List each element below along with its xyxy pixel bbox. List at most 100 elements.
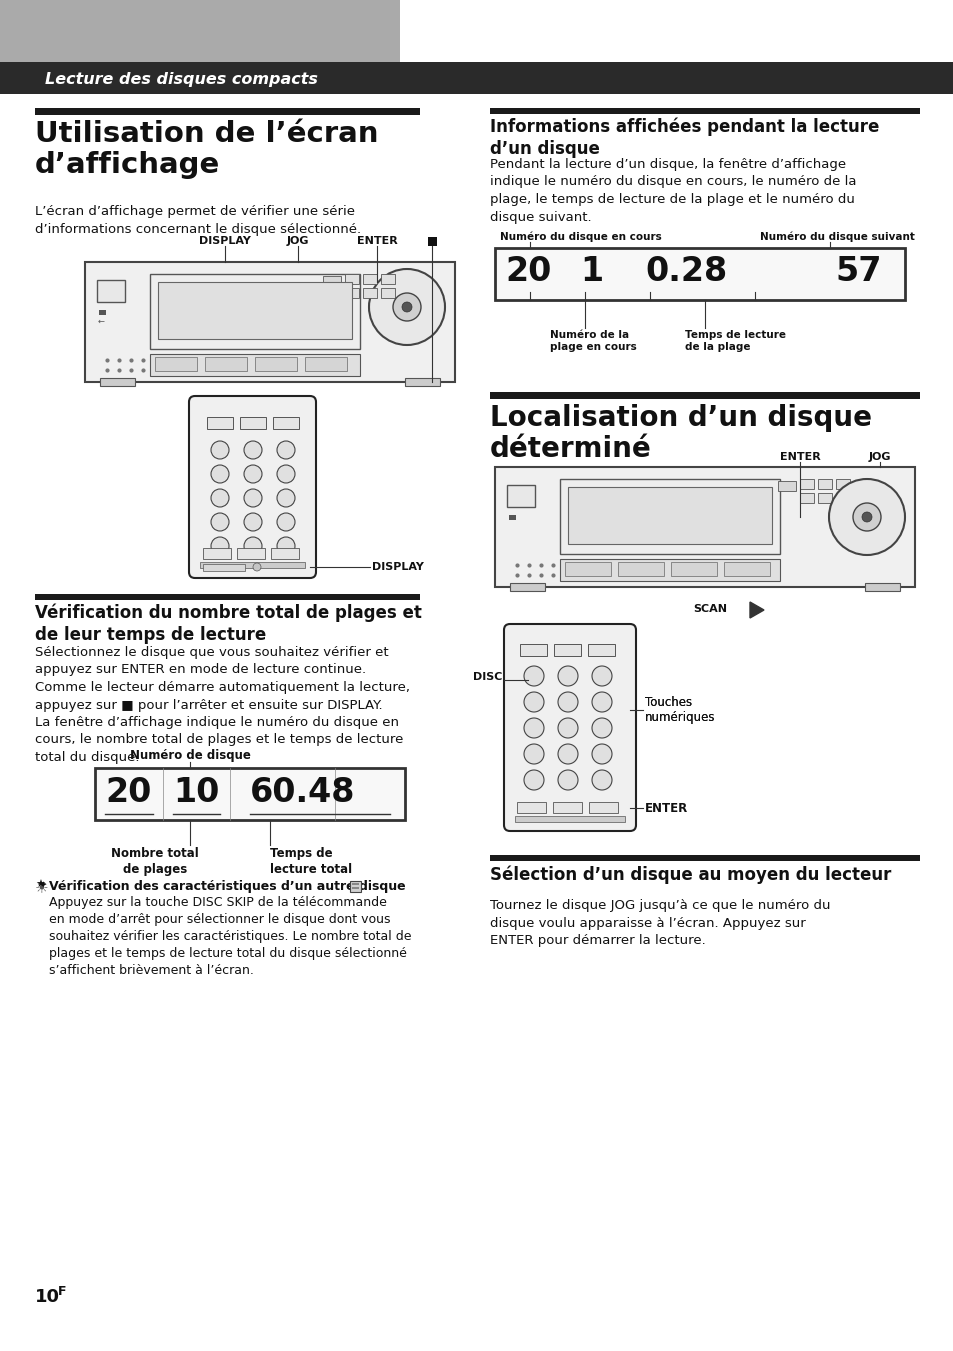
Bar (554, 644, 580, 657)
Circle shape (244, 536, 262, 555)
Bar (240, 417, 266, 430)
Bar (97, 280, 125, 303)
Circle shape (276, 536, 294, 555)
Text: Pendant la lecture d’un disque, la fenêtre d’affichage
indique le numéro du disq: Pendant la lecture d’un disque, la fenêt… (490, 158, 856, 223)
Circle shape (244, 513, 262, 531)
Circle shape (401, 303, 412, 312)
Text: 57: 57 (834, 255, 881, 288)
Circle shape (393, 293, 420, 322)
Bar (490, 392, 919, 399)
Circle shape (276, 489, 294, 507)
Bar (363, 288, 376, 299)
Text: Temps de
lecture total: Temps de lecture total (270, 847, 352, 875)
Text: Temps de lecture
de la plage: Temps de lecture de la plage (684, 330, 785, 353)
Text: JOG: JOG (868, 453, 890, 462)
Bar (510, 584, 544, 590)
Bar (506, 485, 535, 507)
Bar (495, 249, 904, 300)
Bar (203, 549, 231, 559)
Bar (150, 354, 359, 376)
Circle shape (592, 744, 612, 765)
Bar (817, 480, 831, 489)
Text: Utilisation de l’écran
d’affichage: Utilisation de l’écran d’affichage (35, 120, 378, 180)
Bar (158, 282, 352, 339)
Text: Touches
numériques: Touches numériques (644, 696, 715, 724)
Text: ☀: ☀ (35, 880, 49, 894)
Polygon shape (749, 603, 763, 617)
Circle shape (828, 480, 904, 555)
Circle shape (253, 563, 261, 571)
Bar (864, 584, 899, 590)
Text: F: F (58, 1285, 67, 1298)
Bar (345, 288, 358, 299)
Circle shape (276, 440, 294, 459)
Bar (352, 884, 358, 885)
Circle shape (592, 666, 612, 686)
Text: Appuyez sur la touche DISC SKIP de la télécommande
en mode d’arrêt pour sélectio: Appuyez sur la touche DISC SKIP de la té… (49, 896, 411, 977)
Circle shape (592, 692, 612, 712)
Circle shape (523, 744, 543, 765)
Circle shape (211, 465, 229, 484)
Bar (519, 644, 546, 657)
Circle shape (558, 770, 578, 790)
Circle shape (523, 666, 543, 686)
Bar (723, 562, 769, 576)
Bar (273, 417, 298, 430)
Bar (85, 262, 455, 382)
Text: 20: 20 (105, 775, 152, 809)
Text: Vérification des caractéristiques d’un autre disque: Vérification des caractéristiques d’un a… (49, 880, 405, 893)
Bar (271, 549, 298, 559)
Circle shape (211, 489, 229, 507)
Text: Numéro de disque: Numéro de disque (130, 748, 251, 762)
Text: DISC: DISC (472, 671, 501, 682)
Bar (490, 108, 919, 113)
Text: Numéro du disque suivant: Numéro du disque suivant (760, 231, 914, 242)
Text: 10: 10 (172, 775, 219, 809)
Text: 20: 20 (504, 255, 551, 288)
Circle shape (523, 717, 543, 738)
Circle shape (523, 770, 543, 790)
Text: Numéro de la
plage en cours: Numéro de la plage en cours (550, 330, 636, 353)
Circle shape (558, 744, 578, 765)
Text: ENTER: ENTER (356, 236, 397, 246)
Bar (99, 309, 106, 315)
Text: Informations affichées pendant la lecture
d’un disque: Informations affichées pendant la lectur… (490, 118, 879, 158)
Bar (100, 378, 135, 386)
Text: DISPLAY: DISPLAY (372, 562, 423, 571)
Circle shape (369, 269, 444, 345)
Bar (0, 0, 399, 68)
Bar (564, 562, 610, 576)
Bar (323, 276, 340, 286)
Text: JOG: JOG (287, 236, 309, 246)
Circle shape (558, 692, 578, 712)
Circle shape (592, 717, 612, 738)
Circle shape (592, 770, 612, 790)
Circle shape (523, 692, 543, 712)
Bar (553, 802, 581, 813)
Bar (380, 288, 395, 299)
Bar (380, 274, 395, 284)
Bar (509, 515, 516, 520)
Bar (559, 559, 780, 581)
Bar (587, 644, 615, 657)
Text: Sélectionnez le disque que vous souhaitez vérifier et
appuyez sur ENTER en mode : Sélectionnez le disque que vous souhaite… (35, 646, 410, 765)
Bar (490, 855, 919, 861)
Bar (567, 486, 771, 544)
Text: Touches
numériques: Touches numériques (644, 696, 715, 724)
Circle shape (862, 512, 871, 521)
Circle shape (558, 717, 578, 738)
Bar (428, 236, 436, 246)
Text: Tournez le disque JOG jusqu’à ce que le numéro du
disque voulu apparaisse à l’éc: Tournez le disque JOG jusqu’à ce que le … (490, 898, 830, 947)
Circle shape (244, 465, 262, 484)
Bar (559, 480, 780, 554)
Circle shape (244, 440, 262, 459)
Text: Sélection d’un disque au moyen du lecteur: Sélection d’un disque au moyen du lecteu… (490, 865, 890, 884)
Bar (200, 562, 305, 567)
Text: ✦: ✦ (40, 880, 47, 889)
Text: 10: 10 (35, 1288, 60, 1306)
Bar (835, 480, 849, 489)
Bar (150, 274, 359, 349)
Bar (405, 378, 439, 386)
Bar (207, 417, 233, 430)
Bar (800, 493, 813, 503)
